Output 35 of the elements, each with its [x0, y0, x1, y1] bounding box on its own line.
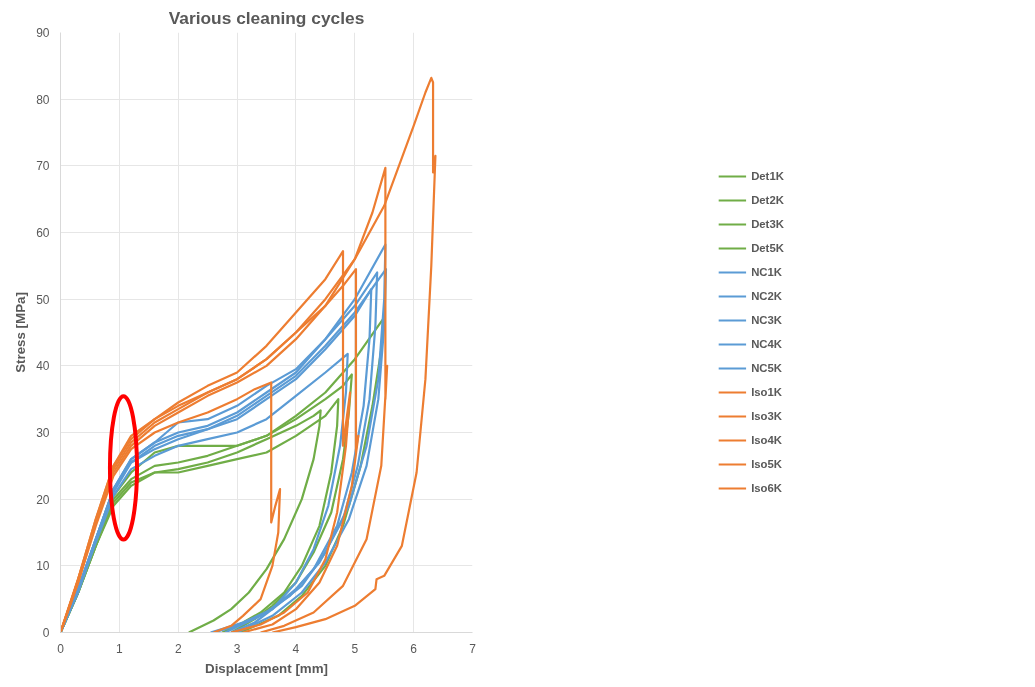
y-tick-label: 50	[36, 292, 50, 307]
y-axis-title: Stress [MPa]	[13, 292, 29, 373]
y-tick-label: 60	[36, 226, 50, 240]
y-tick-label: 30	[36, 426, 50, 440]
legend-label: NC3K	[751, 313, 782, 328]
legend-label: NC2K	[751, 289, 782, 304]
x-tick-label: 2	[174, 641, 182, 656]
chart-title: Various cleaning cycles	[168, 7, 365, 28]
legend-label: Det3K	[751, 217, 784, 232]
legend-label: NC5K	[751, 361, 782, 376]
x-tick-label: 7	[469, 641, 477, 656]
x-tick-label: 4	[292, 641, 300, 656]
legend-label: Iso1K	[751, 385, 782, 400]
y-tick-label: 20	[36, 492, 50, 507]
legend-label: Iso6K	[751, 481, 782, 496]
legend-label: Iso3K	[751, 409, 782, 424]
y-tick-label: 40	[36, 359, 50, 374]
legend-label: Iso5K	[751, 457, 782, 472]
legend-label: Det5K	[751, 241, 784, 256]
x-tick-label: 1	[116, 641, 124, 656]
y-tick-label: 80	[36, 92, 50, 107]
x-tick-label: 6	[410, 641, 418, 656]
y-tick-label: 0	[42, 626, 50, 640]
y-tick-label: 10	[36, 559, 50, 574]
legend-label: NC1K	[751, 265, 782, 280]
legend-label: Iso4K	[751, 433, 782, 448]
x-axis-title: Displacement [mm]	[205, 660, 328, 676]
legend-label: NC4K	[751, 337, 782, 352]
x-tick-label: 3	[233, 641, 241, 656]
x-tick-label: 0	[57, 641, 65, 656]
legend-label: Det2K	[751, 193, 784, 208]
legend-label: Det1K	[751, 169, 784, 184]
x-tick-label: 5	[351, 641, 359, 656]
y-tick-label: 70	[36, 159, 50, 174]
y-tick-label: 90	[36, 26, 50, 40]
